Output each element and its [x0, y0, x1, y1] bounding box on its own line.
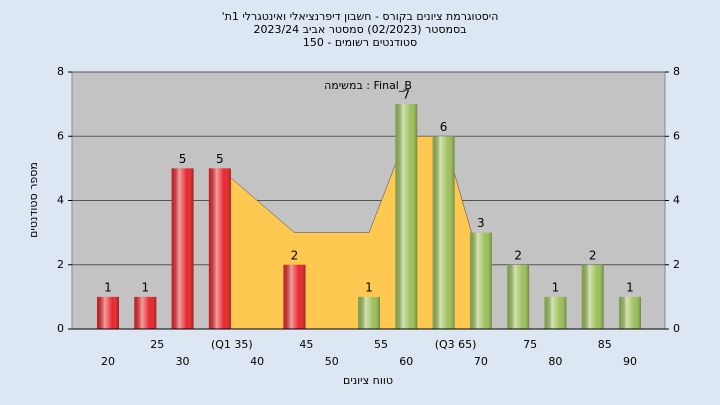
chart-subtitle: סטודנטים רשומים - 150 — [303, 36, 417, 49]
x-tick-label: 50 — [325, 355, 339, 368]
y-tick-label: 8 — [57, 65, 64, 78]
bar-shine — [507, 264, 530, 329]
data-label: 1 — [552, 280, 560, 294]
y-tick-label: 0 — [57, 322, 64, 335]
data-label: 5 — [216, 152, 224, 166]
data-label: 5 — [179, 152, 187, 166]
y2-tick-label: 6 — [673, 129, 680, 142]
x-tick-label: 90 — [623, 355, 637, 368]
data-label: 3 — [477, 216, 485, 230]
data-label: 7 — [402, 88, 410, 102]
bar-shine — [134, 296, 157, 329]
bar-shine — [395, 104, 418, 329]
data-label: 1 — [626, 280, 634, 294]
x-tick-label: (Q1 35) — [211, 338, 253, 351]
x-tick-label: 60 — [399, 355, 413, 368]
bar-shine — [581, 264, 604, 329]
y2-tick-label: 4 — [673, 194, 680, 207]
bar-shine — [283, 264, 306, 329]
bar-shine — [208, 168, 231, 329]
bar-shine — [97, 296, 119, 329]
y-tick-label: 4 — [57, 194, 64, 207]
y2-tick-label: 2 — [673, 258, 680, 271]
x-tick-label: 30 — [176, 355, 190, 368]
y-tick-label: 6 — [57, 129, 64, 142]
x-tick-label: 45 — [299, 338, 313, 351]
chart-subtitle: בסמסטר (02/2023) סמסטר אביב 2023/24 — [253, 23, 466, 36]
annotation: במשימה : Final_B — [324, 79, 412, 92]
y2-tick-label: 8 — [673, 65, 680, 78]
y-tick-label: 2 — [57, 258, 64, 271]
bar-shine — [619, 296, 641, 329]
data-label: 1 — [365, 280, 373, 294]
x-axis-label: טווח ציונים — [343, 374, 393, 387]
x-tick-label: 80 — [548, 355, 562, 368]
x-tick-label: 85 — [598, 338, 612, 351]
bar-shine — [432, 136, 455, 329]
x-tick-label: 55 — [374, 338, 388, 351]
chart-title: 'היסטוגרמת ציונים בקורס - חשבון דיפרנציא… — [222, 10, 499, 23]
bar-shine — [171, 168, 194, 329]
data-label: 2 — [514, 248, 522, 262]
x-tick-label: 25 — [150, 338, 164, 351]
bar-shine — [469, 232, 492, 329]
data-label: 2 — [589, 248, 597, 262]
data-label: 6 — [440, 120, 448, 134]
data-label: 1 — [104, 280, 112, 294]
x-tick-label: 70 — [474, 355, 488, 368]
x-tick-label: (Q3 65) — [435, 338, 477, 351]
bar-shine — [358, 296, 380, 329]
x-tick-label: 20 — [101, 355, 115, 368]
bar-shine — [544, 296, 567, 329]
x-tick-label: 75 — [523, 338, 537, 351]
y2-tick-label: 0 — [673, 322, 680, 335]
data-label: 2 — [291, 248, 299, 262]
y-axis-label: מספר סטודנטים — [27, 162, 40, 238]
data-label: 1 — [141, 280, 149, 294]
x-tick-label: 40 — [250, 355, 264, 368]
